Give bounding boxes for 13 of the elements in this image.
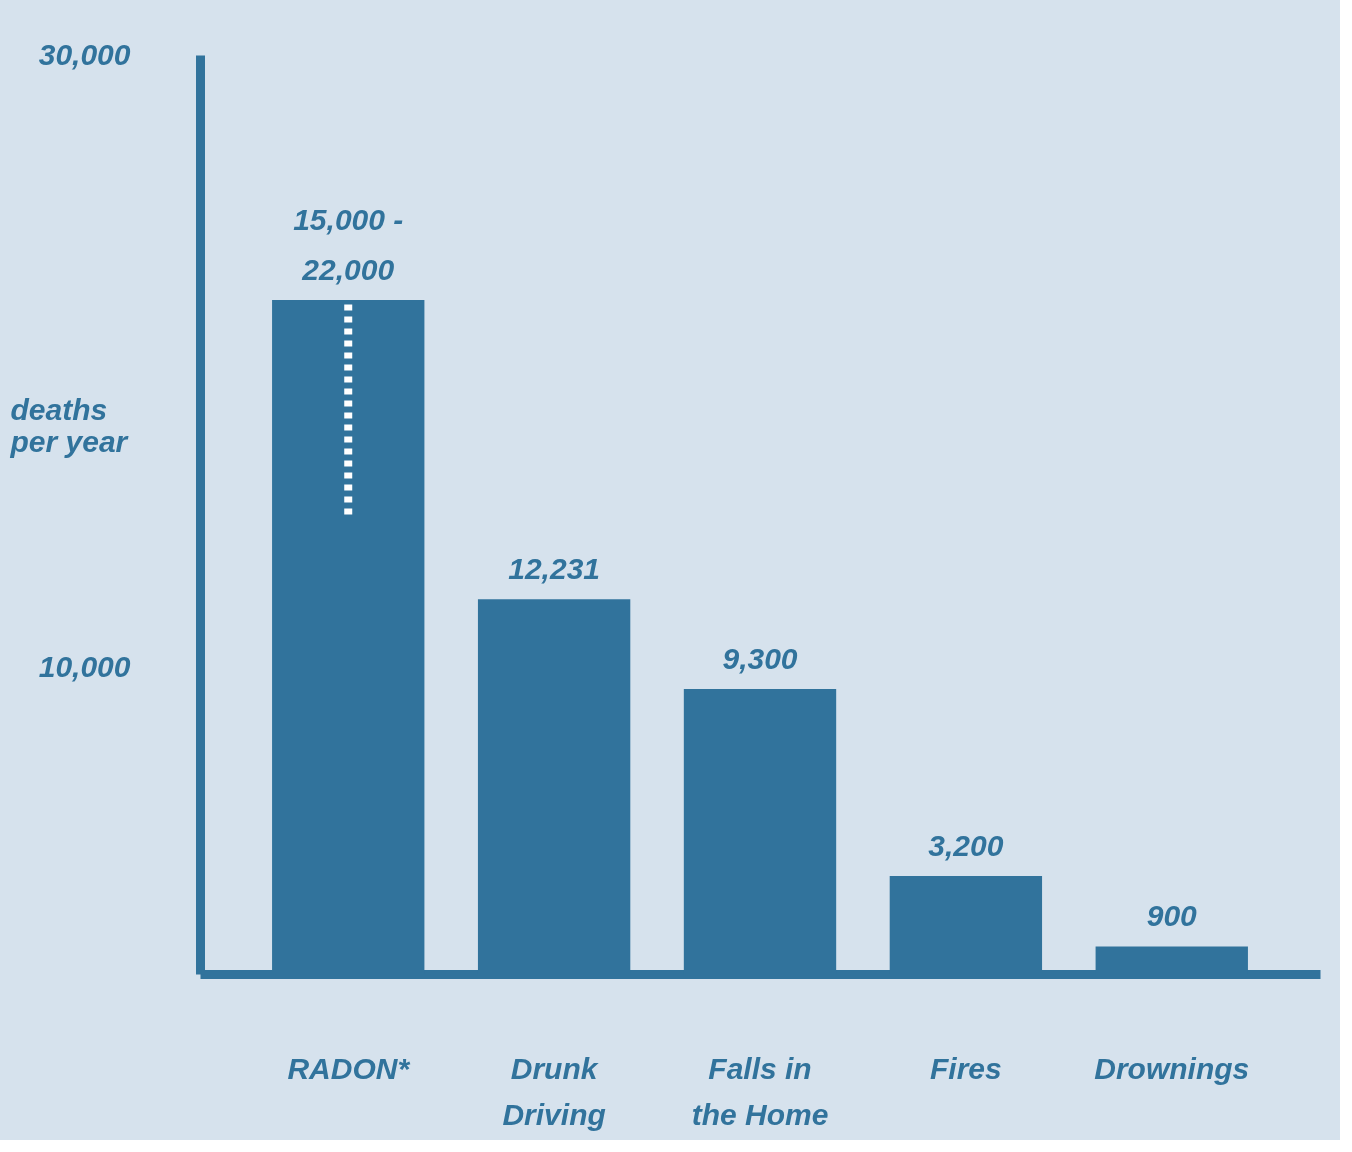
x-tick-label: RADON* [287,1051,411,1085]
data-label: 9,300 [722,642,798,676]
data-label: 3,200 [928,828,1004,862]
x-tick-label: Falls in the Home [691,1051,829,1131]
data-label: 900 [1146,899,1198,933]
y-axis-title: deaths per year [9,392,130,458]
y-tick-label: 30,000 [38,37,131,71]
y-tick-label: 10,000 [38,650,131,684]
x-tick-label: Drownings [1094,1051,1250,1085]
data-label: 12,231 [508,552,600,586]
data-label: 15,000 - 22,000 [293,203,404,287]
x-tick-label: Drunk Driving [502,1051,606,1131]
x-tick-label: Fires [930,1051,1002,1085]
